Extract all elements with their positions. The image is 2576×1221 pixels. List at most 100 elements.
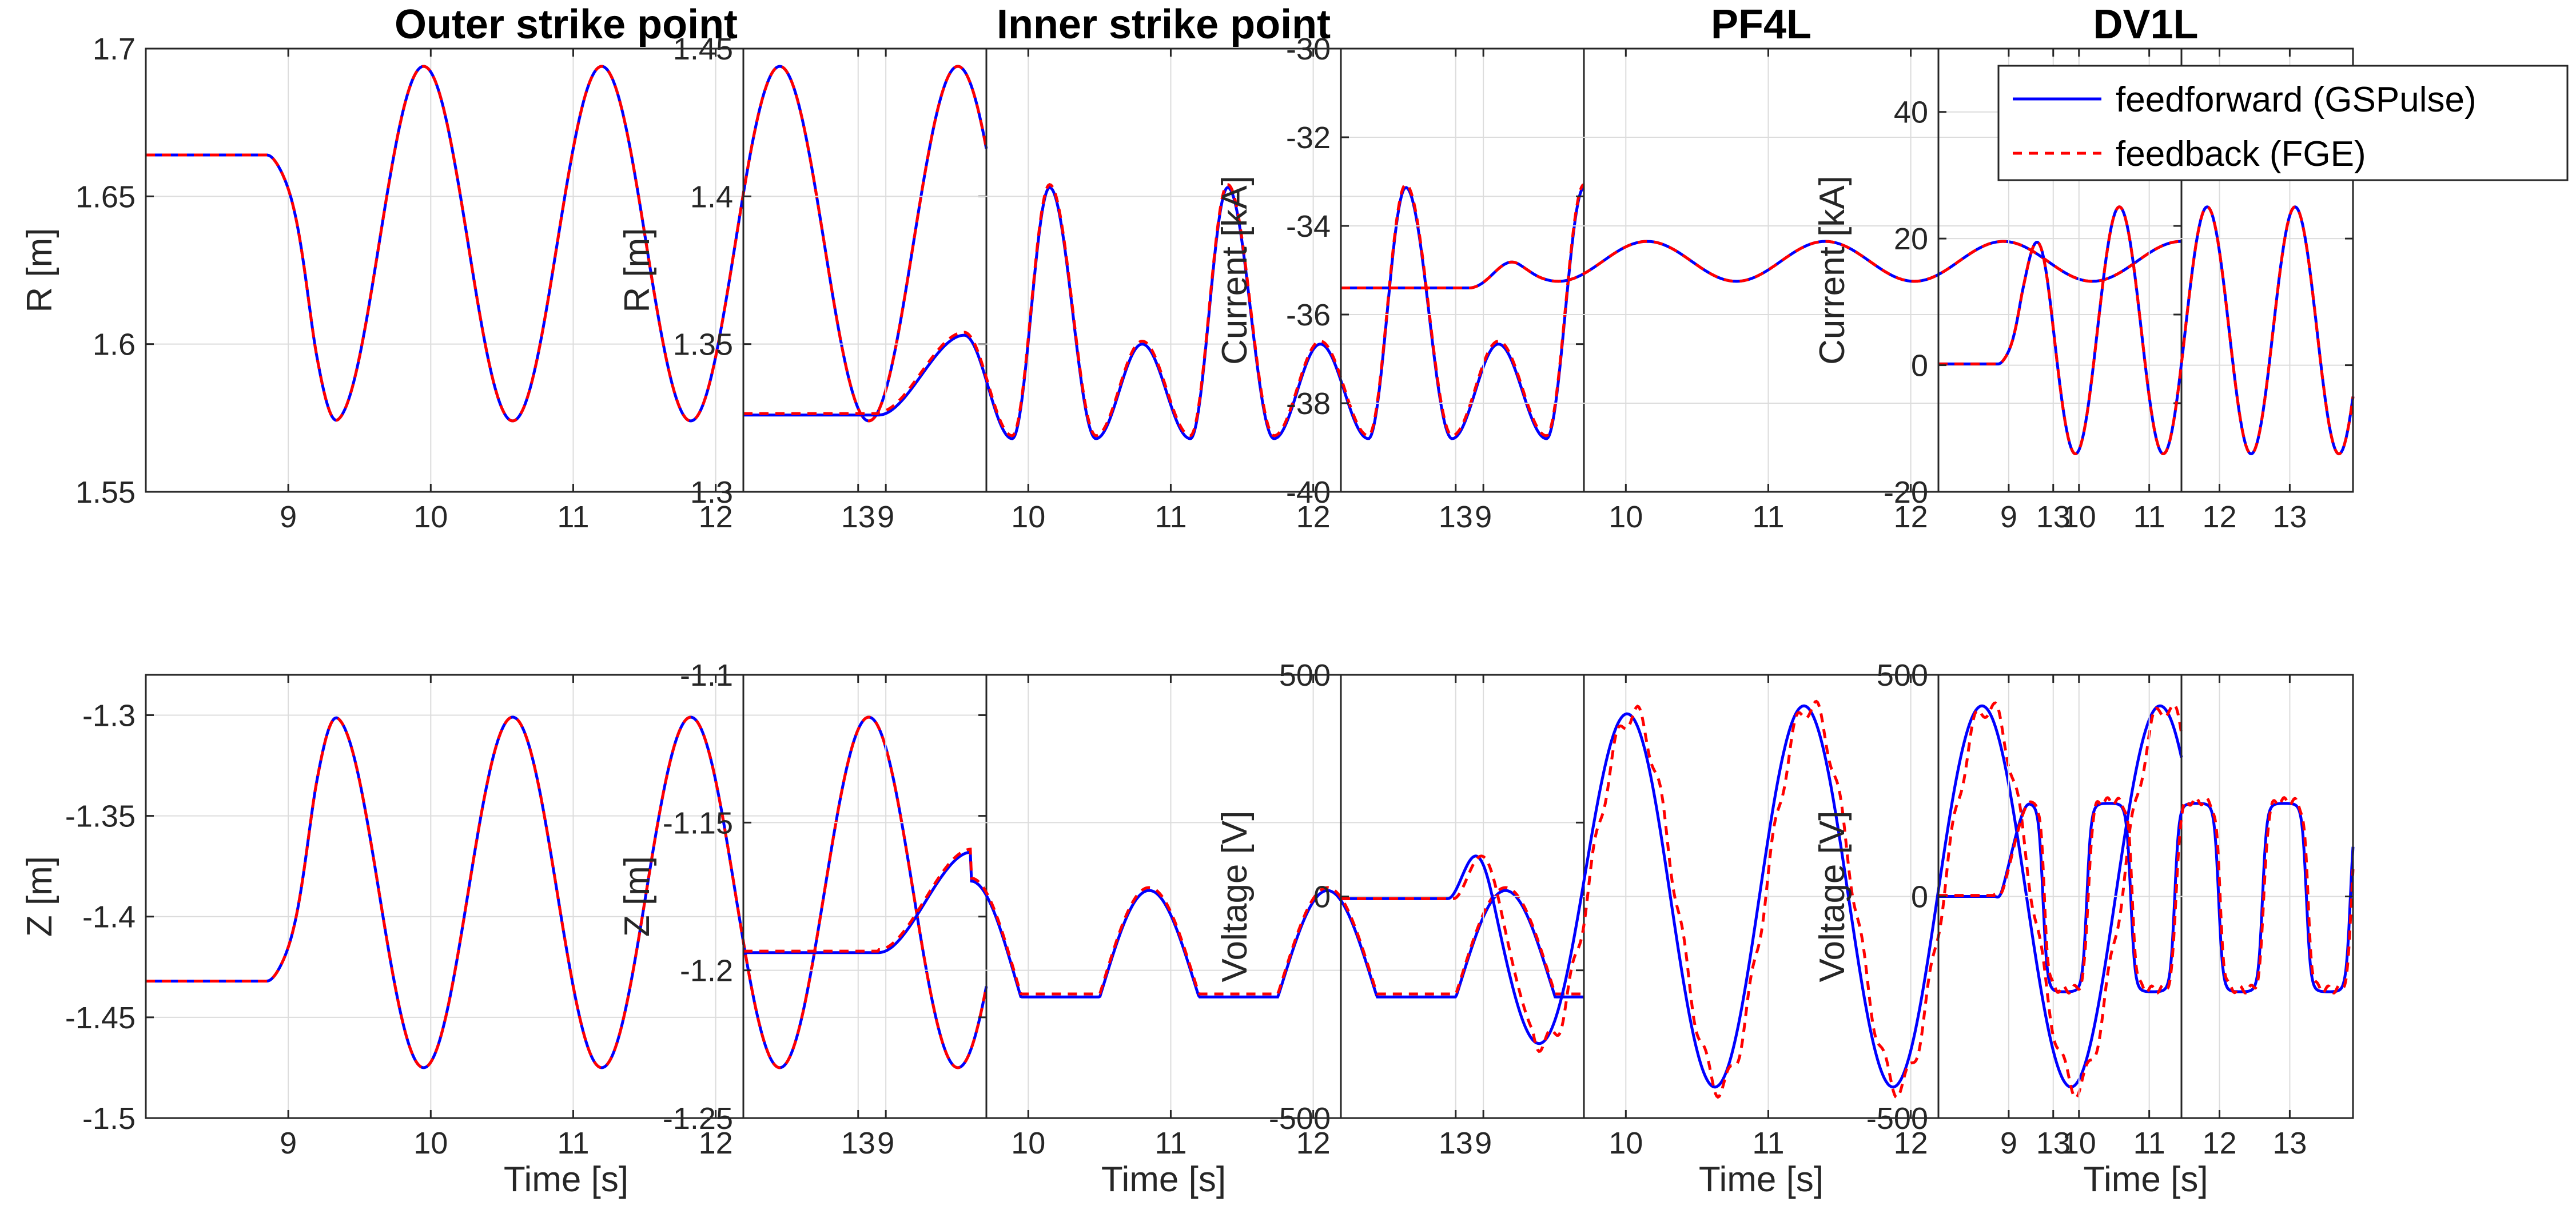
series-feedback-line xyxy=(146,65,988,423)
x-tick-label: 13 xyxy=(1439,1126,1473,1160)
y-tick-label: 1.4 xyxy=(690,180,733,214)
series-feedback-line xyxy=(743,182,1585,438)
x-tick-label: 9 xyxy=(280,1126,297,1160)
y-tick-label: -34 xyxy=(1286,209,1331,244)
x-axis-label: Time [s] xyxy=(2083,1160,2208,1199)
y-tick-label: -1.25 xyxy=(663,1101,733,1136)
axes-frame xyxy=(1340,47,2183,493)
x-tick-label: 11 xyxy=(1154,500,1187,534)
x-tick-label: 9 xyxy=(280,500,297,534)
x-tick-label: 9 xyxy=(877,1126,894,1160)
x-tick-label: 12 xyxy=(2202,1126,2236,1160)
x-tick-label: 13 xyxy=(2272,500,2307,534)
x-tick-label: 11 xyxy=(1154,1126,1187,1160)
panel-4: 9 10 11 12 13 -20 0 20 40 DV1L Current [kA] feedfor… xyxy=(1813,2,2569,534)
x-tick-label: 11 xyxy=(2133,1126,2165,1160)
panel-title: Inner strike point xyxy=(997,2,1331,47)
y-tick-label: 1.6 xyxy=(93,328,136,362)
panel-5: 9 10 11 12 13 -1.5 -1.45 -1.4 -1.35 -1.3 Z [m] Time… xyxy=(20,674,988,1199)
y-tick-label: 20 xyxy=(1894,222,1928,256)
series-feedforward-line xyxy=(1341,240,2182,289)
series-feedback-line xyxy=(1938,796,2355,995)
y-tick-label: -1.4 xyxy=(82,900,136,934)
series-feedforward-line xyxy=(146,715,988,1069)
series-feedback-line xyxy=(146,715,988,1069)
y-tick-label: 0 xyxy=(1911,880,1928,914)
y-tick-label: -20 xyxy=(1884,475,1928,510)
x-tick-label: 12 xyxy=(1296,1126,1331,1160)
panel-2: 9 10 11 12 13 1.3 1.35 1.4 1.45 Inner strike poin… xyxy=(618,2,1585,534)
y-tick-label: -1.15 xyxy=(663,806,733,840)
y-tick-label: 500 xyxy=(1877,658,1928,693)
x-tick-label: 9 xyxy=(2000,500,2017,534)
y-tick-label: 1.55 xyxy=(75,475,136,510)
x-tick-label: 10 xyxy=(2062,1126,2096,1160)
legend-entry: feedforward (GSPulse) xyxy=(2116,80,2477,120)
y-tick-label: 1.35 xyxy=(673,328,733,362)
x-tick-label: 10 xyxy=(1608,500,1643,534)
series-feedforward-line xyxy=(146,65,988,423)
y-tick-label: -500 xyxy=(1866,1101,1928,1136)
x-tick-label: 9 xyxy=(1475,1126,1492,1160)
x-tick-label: 10 xyxy=(413,500,448,534)
x-tick-label: 9 xyxy=(2000,1126,2017,1160)
x-axis-label: Time [s] xyxy=(1699,1160,1823,1199)
y-tick-label: -38 xyxy=(1286,387,1331,421)
y-tick-label: -1.1 xyxy=(680,658,733,693)
y-tick-label: 1.7 xyxy=(93,32,136,66)
series-feedforward-line xyxy=(743,850,1584,999)
legend: feedforward (GSPulse) feedback (FGE) xyxy=(1997,65,2569,181)
x-tick-label: 13 xyxy=(1439,500,1473,534)
x-tick-label: 10 xyxy=(2062,500,2096,534)
y-axis-label: Current [kA] xyxy=(1215,176,1255,365)
x-tick-label: 12 xyxy=(1894,1126,1928,1160)
x-tick-label: 9 xyxy=(877,500,894,534)
x-tick-label: 13 xyxy=(2036,500,2071,534)
y-tick-label: 0 xyxy=(1313,880,1331,914)
axes-frame xyxy=(1937,47,2354,493)
x-tick-label: 13 xyxy=(841,500,875,534)
y-axis-label: R [m] xyxy=(618,228,657,312)
y-tick-label: -1.5 xyxy=(82,1101,136,1136)
x-tick-label: 9 xyxy=(1475,500,1492,534)
y-tick-label: -1.35 xyxy=(65,800,136,834)
series-feedforward-line xyxy=(1341,704,2183,1089)
y-tick-label: -500 xyxy=(1269,1101,1331,1136)
x-tick-label: 11 xyxy=(557,500,589,534)
y-tick-label: -1.2 xyxy=(680,954,733,988)
y-tick-label: -30 xyxy=(1286,32,1331,66)
y-tick-label: -1.45 xyxy=(65,1001,136,1035)
series-feedback-line xyxy=(1341,240,2182,289)
y-tick-label: 500 xyxy=(1279,658,1331,693)
axes-frame xyxy=(145,47,988,493)
x-tick-label: 12 xyxy=(699,500,733,534)
y-axis-label: Voltage [V] xyxy=(1813,811,1852,983)
series-feedforward-line xyxy=(1938,802,2355,993)
x-tick-label: 11 xyxy=(1752,500,1784,534)
series-feedforward-line xyxy=(1938,205,2355,456)
series-feedback-line xyxy=(1341,699,2183,1100)
y-axis-label: Current [kA] xyxy=(1813,176,1852,365)
panel-8: 9 10 11 12 13 -500 0 500 Voltage [V] Time [s] xyxy=(1813,658,2355,1199)
panel-title: Outer strike point xyxy=(395,2,738,47)
x-tick-label: 11 xyxy=(557,1126,589,1160)
legend-entry: feedback (FGE) xyxy=(2116,134,2366,174)
x-tick-label: 12 xyxy=(699,1126,733,1160)
x-tick-label: 10 xyxy=(1011,500,1045,534)
axes-frame xyxy=(145,674,988,1119)
x-tick-label: 12 xyxy=(2202,500,2236,534)
legend-box xyxy=(1997,65,2569,181)
y-tick-label: 1.45 xyxy=(673,32,733,66)
series-feedback-line xyxy=(1938,205,2355,456)
panel-title: DV1L xyxy=(2093,2,2198,47)
y-tick-label: 1.65 xyxy=(75,180,136,214)
y-tick-label: -1.3 xyxy=(82,698,136,733)
y-axis-label: Z [m] xyxy=(618,856,657,937)
x-axis-label: Time [s] xyxy=(1101,1160,1226,1199)
y-tick-label: 0 xyxy=(1911,349,1928,383)
y-tick-label: -32 xyxy=(1286,121,1331,155)
x-tick-label: 13 xyxy=(2272,1126,2307,1160)
x-tick-label: 10 xyxy=(1011,1126,1045,1160)
y-axis-label: Z [m] xyxy=(20,856,59,937)
